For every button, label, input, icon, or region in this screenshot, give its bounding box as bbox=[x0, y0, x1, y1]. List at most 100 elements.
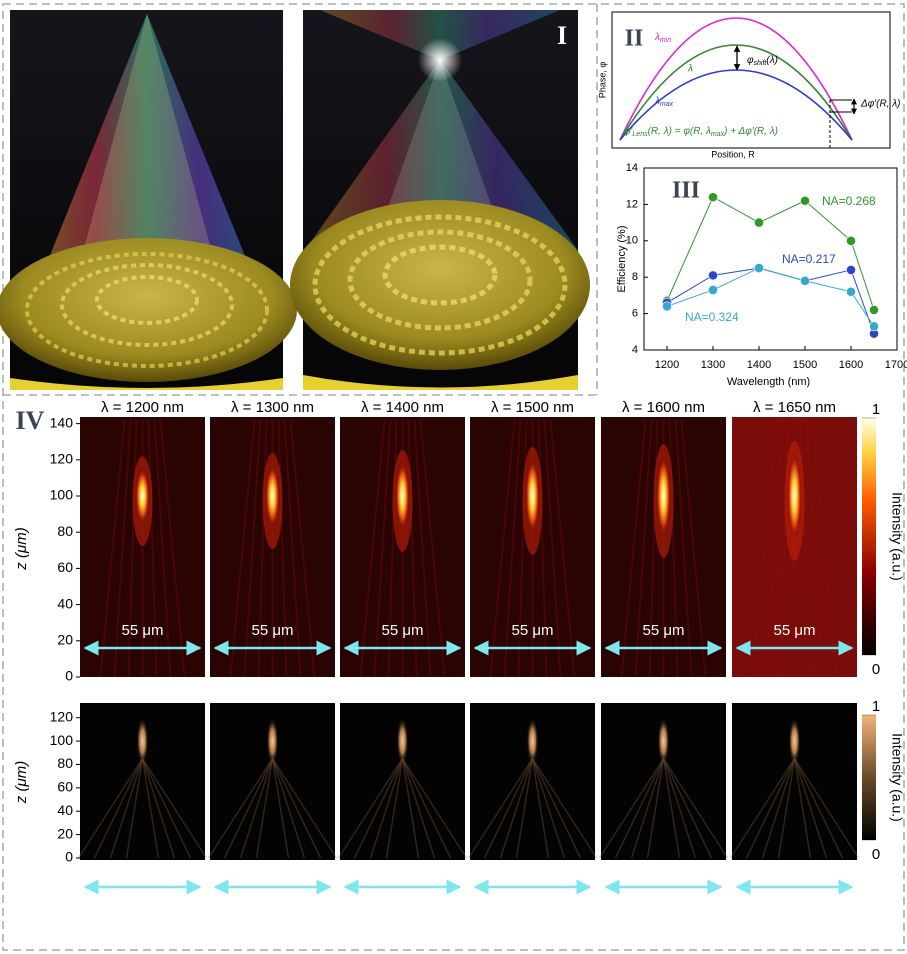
side-lobe bbox=[467, 758, 534, 859]
side-lobe bbox=[271, 758, 322, 859]
series-line bbox=[666, 196, 875, 311]
scale-label: 55 μm bbox=[512, 861, 554, 878]
side-lobe bbox=[517, 419, 528, 678]
focal-spot bbox=[395, 462, 410, 531]
focal-spot bbox=[525, 459, 540, 534]
x-tick-label: 1300 bbox=[701, 359, 725, 371]
z-tick-label: 40 bbox=[57, 595, 73, 611]
side-lobe bbox=[761, 758, 796, 859]
side-lobe bbox=[549, 419, 576, 678]
curve-label-sub: min bbox=[660, 37, 671, 44]
z-tick-label: 100 bbox=[50, 732, 74, 748]
side-lobe bbox=[223, 758, 274, 859]
y-tick-label: 4 bbox=[632, 344, 638, 356]
panel-label: I bbox=[557, 21, 567, 50]
side-lobe bbox=[401, 758, 436, 859]
side-lobe bbox=[489, 419, 516, 678]
panel-label: III bbox=[672, 178, 700, 204]
z-tick-label: 80 bbox=[57, 755, 73, 771]
y-tick-label: 6 bbox=[632, 308, 638, 320]
x-tick-label: 1200 bbox=[655, 359, 679, 371]
side-lobe bbox=[765, 419, 784, 678]
side-lobe bbox=[147, 419, 158, 678]
curve-label-text: λ bbox=[654, 96, 660, 107]
side-lobe bbox=[387, 419, 398, 678]
z-tick-label: 60 bbox=[57, 779, 73, 795]
side-lobe bbox=[793, 758, 860, 859]
formula-sub: Lens bbox=[632, 131, 648, 138]
data-point bbox=[662, 301, 672, 312]
focal-spot bbox=[396, 717, 409, 766]
side-lobe bbox=[141, 758, 192, 859]
data-point bbox=[800, 195, 810, 206]
data-point bbox=[754, 217, 764, 228]
shift-text: φ bbox=[747, 55, 754, 66]
axis-label: Position, R bbox=[711, 149, 755, 159]
y-tick-label: 10 bbox=[626, 235, 638, 247]
z-tick-label: 40 bbox=[57, 802, 73, 818]
colorbar-tick-label: 0 bbox=[872, 846, 880, 863]
side-lobe bbox=[777, 758, 796, 859]
z-tick-label: 20 bbox=[57, 632, 73, 648]
legend-label: NA=0.217 bbox=[782, 252, 836, 266]
data-point bbox=[800, 275, 810, 286]
focal-spot bbox=[136, 717, 149, 766]
z-tick-label: 0 bbox=[65, 668, 73, 684]
data-point bbox=[708, 192, 718, 203]
data-point bbox=[846, 265, 856, 275]
scale-label: 55 μm bbox=[382, 622, 424, 639]
side-lobe bbox=[243, 419, 262, 678]
formula: φ′Lens(R, λ) = φ(R, λmax) + Δφ′(R, λ) bbox=[624, 126, 778, 138]
scale-label: 55 μm bbox=[643, 622, 685, 639]
side-lobe bbox=[745, 758, 796, 859]
axis-label: Phase, φ bbox=[597, 62, 607, 99]
side-lobe bbox=[125, 758, 144, 859]
side-lobe bbox=[531, 758, 598, 859]
shift-label: φshift(λ) bbox=[747, 55, 778, 67]
focal-spot bbox=[526, 717, 539, 766]
data-point bbox=[869, 305, 879, 315]
side-lobe bbox=[793, 758, 844, 859]
side-lobe bbox=[353, 758, 404, 859]
wavelength-label: λ = 1200 nm bbox=[101, 399, 184, 416]
side-lobe bbox=[483, 758, 534, 859]
side-lobe bbox=[499, 758, 534, 859]
formula-part: (R, λ) = φ(R, λ bbox=[648, 126, 711, 137]
y-tick-label: 12 bbox=[626, 198, 638, 210]
curve-label: λ bbox=[687, 64, 693, 75]
z-tick-label: 140 bbox=[50, 414, 74, 430]
data-point bbox=[708, 285, 718, 295]
data-point bbox=[708, 270, 718, 281]
focal-spot bbox=[266, 717, 279, 766]
formula-part: φ′ bbox=[624, 126, 634, 137]
curve-label: λmin bbox=[654, 32, 671, 44]
colorbar-label: Intensity (a.u.) bbox=[889, 492, 905, 581]
shift-sub: shift bbox=[754, 60, 768, 67]
side-lobe bbox=[283, 419, 302, 678]
z-axis-label: z (μm) bbox=[13, 761, 30, 804]
side-lobe bbox=[630, 758, 665, 859]
side-lobe bbox=[229, 419, 256, 678]
side-lobe bbox=[271, 758, 338, 859]
side-lobe bbox=[614, 758, 665, 859]
scale-label: 55 μm bbox=[122, 861, 164, 878]
side-lobe bbox=[77, 758, 144, 859]
data-point bbox=[754, 263, 764, 273]
z-tick-label: 120 bbox=[50, 451, 74, 467]
side-lobe bbox=[531, 758, 582, 859]
side-lobe bbox=[385, 758, 404, 859]
colorbar bbox=[862, 715, 876, 840]
legend-label: NA=0.324 bbox=[685, 310, 739, 324]
focal-spot bbox=[788, 717, 801, 766]
curve-label: λmax bbox=[654, 96, 674, 108]
side-lobe bbox=[401, 758, 452, 859]
side-lobe bbox=[289, 419, 316, 678]
side-lobe bbox=[207, 758, 274, 859]
panel-label: II bbox=[625, 26, 644, 52]
side-lobe bbox=[401, 758, 468, 859]
side-lobe bbox=[805, 419, 824, 678]
side-lobe bbox=[662, 758, 713, 859]
x-tick-label: 1600 bbox=[839, 359, 863, 371]
